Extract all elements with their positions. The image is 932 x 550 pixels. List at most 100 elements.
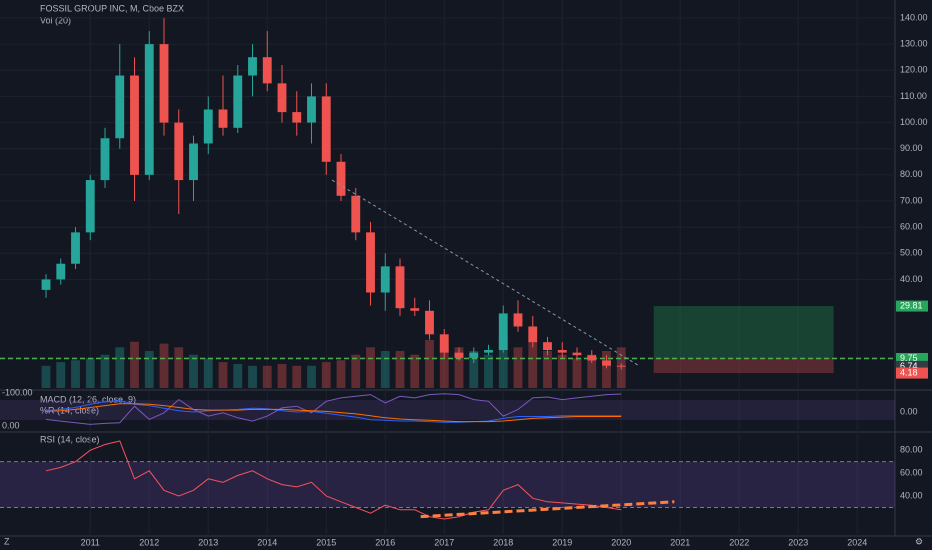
candle-body	[543, 342, 552, 351]
volume-bar	[307, 365, 316, 388]
candle-body	[144, 44, 154, 175]
rsi-title: RSI (14, close)	[40, 434, 100, 444]
volume-bar	[410, 354, 420, 388]
y-tick-label: 140.00	[900, 12, 928, 22]
volume-bar	[528, 341, 538, 388]
wr-tick-label: 0.00	[2, 420, 20, 430]
candle-body	[366, 232, 375, 293]
candle-body	[528, 326, 538, 343]
y-tick-label: 90.00	[900, 143, 923, 153]
x-tick-label: 2015	[316, 537, 336, 547]
rsi-band	[0, 461, 895, 508]
candle-body	[71, 232, 80, 264]
x-tick-label: 2017	[434, 537, 454, 547]
rsi-line	[45, 440, 622, 520]
volume-bar	[130, 341, 139, 388]
volume-bar	[469, 351, 479, 388]
volume-bar	[71, 360, 80, 388]
x-tick-label: 2016	[375, 537, 395, 547]
volume-bar	[572, 358, 582, 388]
candle-body	[602, 360, 611, 366]
wr-tick-label: -100.00	[2, 387, 33, 397]
x-tick-label: 2023	[788, 537, 808, 547]
y-tick-label: 130.00	[900, 39, 928, 49]
y-tick-label: 70.00	[900, 195, 923, 205]
candle-body	[115, 75, 125, 139]
volume-bar	[56, 362, 66, 388]
candle-body	[410, 308, 420, 311]
price-label: 4.18	[900, 367, 918, 377]
candle-body	[218, 109, 228, 128]
logo-icon[interactable]: Z	[4, 536, 10, 546]
volume-bar	[366, 347, 375, 388]
macd-line	[45, 399, 622, 423]
price-label-box	[896, 353, 928, 365]
candle-body	[189, 143, 198, 181]
candle-body	[85, 180, 95, 233]
rsi-tick-label: 60.00	[900, 467, 923, 477]
candle-body	[380, 266, 390, 293]
volume-bar	[454, 347, 464, 388]
volume-bar	[85, 358, 95, 388]
volume-label: Vol (20)	[40, 15, 71, 25]
volume-bar	[557, 354, 567, 388]
x-tick-label: 2021	[670, 537, 690, 547]
candle-body	[130, 75, 139, 175]
volume-bar	[380, 351, 390, 388]
volume-bar	[292, 365, 302, 388]
volume-bar	[395, 351, 405, 388]
candle-body	[307, 96, 316, 123]
x-tick-label: 2019	[552, 537, 572, 547]
volume-bar	[203, 358, 213, 388]
volume-bar	[484, 354, 493, 388]
candle-body	[395, 266, 405, 309]
volume-bar	[277, 363, 287, 388]
wr-band	[0, 400, 895, 420]
volume-bar	[336, 360, 346, 388]
candle-body	[484, 350, 493, 353]
volume-bar	[189, 354, 198, 388]
candle-body	[425, 310, 434, 335]
candle-body	[336, 161, 346, 196]
signal-line	[45, 403, 622, 423]
macd-tick-label: 0.00	[900, 406, 918, 416]
candle-body	[233, 75, 243, 128]
volume-bar	[144, 351, 154, 388]
volume-bar	[543, 351, 552, 388]
price-label: 6.74	[900, 361, 918, 371]
candle-body	[572, 352, 582, 356]
candle-body	[498, 313, 508, 351]
price-label-box	[896, 360, 928, 372]
volume-bar	[439, 343, 449, 388]
candle-body	[469, 352, 479, 358]
y-tick-label: 80.00	[900, 169, 923, 179]
candle-body	[513, 313, 523, 327]
y-tick-label: 60.00	[900, 222, 923, 232]
x-tick-label: 2020	[611, 537, 631, 547]
candle-body	[174, 122, 184, 181]
candle-body	[56, 263, 66, 280]
x-tick-label: 2012	[139, 537, 159, 547]
volume-bar	[321, 362, 331, 388]
price-label: 29.81	[900, 300, 923, 310]
volume-bar	[233, 363, 243, 388]
x-tick-label: 2024	[847, 537, 867, 547]
volume-bar	[513, 347, 523, 388]
x-tick-label: 2014	[257, 537, 277, 547]
candle-body	[321, 96, 331, 162]
candle-body	[557, 350, 567, 353]
volume-bar	[602, 351, 611, 388]
candle-body	[439, 334, 449, 353]
volume-bar	[115, 347, 125, 388]
volume-bar	[100, 354, 110, 388]
y-tick-label: 110.00	[900, 91, 927, 101]
volume-bar	[262, 365, 272, 388]
x-tick-label: 2013	[198, 537, 218, 547]
candle-body	[41, 279, 51, 290]
price-label-box	[896, 367, 928, 379]
rsi-trend-line	[420, 500, 675, 519]
settings-icon[interactable]: ⚙	[915, 536, 923, 546]
candle-body	[203, 109, 213, 144]
candle-body	[262, 57, 272, 84]
